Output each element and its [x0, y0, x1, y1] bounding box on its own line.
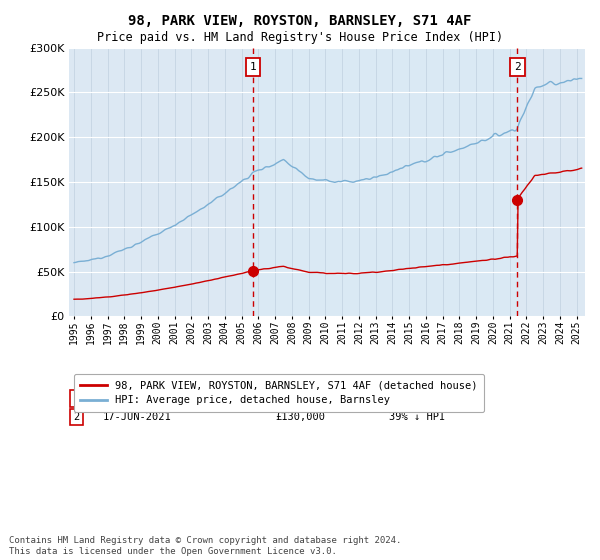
Text: 1: 1	[74, 393, 80, 403]
Text: 05-SEP-2005: 05-SEP-2005	[103, 393, 171, 403]
Text: 17-JUN-2021: 17-JUN-2021	[103, 412, 171, 422]
Legend: 98, PARK VIEW, ROYSTON, BARNSLEY, S71 4AF (detached house), HPI: Average price, : 98, PARK VIEW, ROYSTON, BARNSLEY, S71 4A…	[74, 374, 484, 412]
Text: 39% ↓ HPI: 39% ↓ HPI	[389, 412, 445, 422]
Text: £51,000: £51,000	[275, 393, 319, 403]
Text: 2: 2	[514, 62, 521, 72]
Text: 2: 2	[74, 412, 80, 422]
Text: 1: 1	[250, 62, 256, 72]
Text: Contains HM Land Registry data © Crown copyright and database right 2024.
This d: Contains HM Land Registry data © Crown c…	[9, 536, 401, 556]
Text: Price paid vs. HM Land Registry's House Price Index (HPI): Price paid vs. HM Land Registry's House …	[97, 31, 503, 44]
Text: £130,000: £130,000	[275, 412, 325, 422]
Text: 98, PARK VIEW, ROYSTON, BARNSLEY, S71 4AF: 98, PARK VIEW, ROYSTON, BARNSLEY, S71 4A…	[128, 14, 472, 28]
Text: 68% ↓ HPI: 68% ↓ HPI	[389, 393, 445, 403]
Bar	[253, 48, 517, 316]
